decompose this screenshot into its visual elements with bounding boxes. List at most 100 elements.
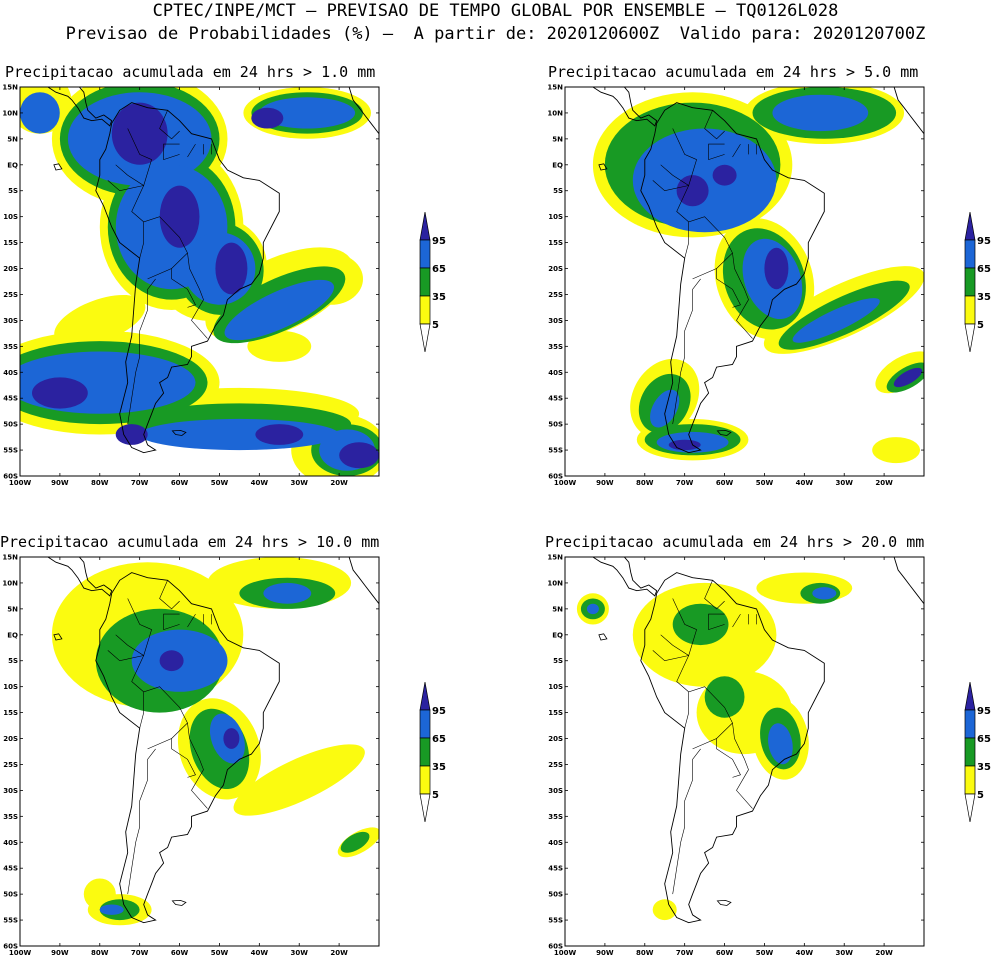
- legend-swatch-35: [964, 267, 976, 297]
- legend-label: 95: [432, 236, 446, 247]
- lat-tick-label: 55S: [548, 917, 563, 925]
- legend-swatch-below: [964, 793, 976, 823]
- coastline: [565, 87, 924, 454]
- lon-tick-label: 30W: [835, 949, 853, 957]
- lat-tick-label: 5S: [8, 187, 18, 195]
- lat-tick-label: 20S: [3, 265, 18, 273]
- lat-tick-label: 50S: [3, 421, 18, 429]
- lon-tick-label: 20W: [875, 949, 893, 957]
- lon-tick-label: 80W: [636, 479, 654, 487]
- lat-tick-label: 15N: [2, 84, 18, 92]
- lat-tick-label: 5S: [8, 657, 18, 665]
- legend-swatch-35: [419, 267, 431, 297]
- lat-tick-label: EQ: [552, 161, 563, 169]
- lat-tick-label: 5N: [7, 605, 18, 613]
- lat-tick-label: 25S: [3, 761, 18, 769]
- lon-tick-label: 40W: [251, 479, 269, 487]
- probability-field: [592, 87, 924, 464]
- lat-tick-label: 30S: [548, 787, 563, 795]
- lat-tick-label: 15S: [3, 709, 18, 717]
- lat-tick-label: 10S: [548, 213, 563, 221]
- lon-tick-label: 90W: [51, 949, 69, 957]
- coastline: [20, 87, 379, 454]
- lon-tick-label: 40W: [251, 949, 269, 957]
- legend-swatch-below: [964, 323, 976, 353]
- legend-swatch-below: [419, 323, 431, 353]
- lat-tick-label: 50S: [548, 421, 563, 429]
- lon-tick-label: 50W: [211, 949, 229, 957]
- lat-tick-label: 45S: [548, 395, 563, 403]
- map-panel-4: 15N 10N 5N EQ 5S 10S 15S 20S 25S 30S 35S 40S 45S 50S 5…: [547, 554, 925, 957]
- legend-3: 95 65 35 5: [419, 681, 446, 823]
- legend-swatch-65: [419, 709, 431, 739]
- legend-swatch-35: [964, 737, 976, 767]
- lon-tick-label: 100W: [9, 949, 32, 957]
- legend-label: 65: [432, 734, 446, 745]
- lat-tick-label: 45S: [3, 395, 18, 403]
- legend-label: 5: [432, 790, 439, 801]
- lon-tick-label: 80W: [636, 949, 654, 957]
- lat-tick-label: 25S: [3, 291, 18, 299]
- lat-tick-label: 10S: [548, 683, 563, 691]
- map-frame: [564, 86, 925, 477]
- legend-label: 35: [432, 762, 446, 773]
- legend-4: 95 65 35 5: [964, 681, 991, 823]
- legend-swatch-95: [964, 211, 976, 241]
- lat-tick-label: 45S: [3, 865, 18, 873]
- lat-tick-label: 5S: [553, 187, 563, 195]
- lat-tick-label: 25S: [548, 291, 563, 299]
- legend-swatch-95: [419, 211, 431, 241]
- legend-label: 5: [432, 320, 439, 331]
- legend-swatch-65: [964, 239, 976, 269]
- lat-tick-label: 50S: [3, 891, 18, 899]
- lat-tick-label: 40S: [548, 369, 563, 377]
- legend-swatch-below: [419, 793, 431, 823]
- lat-tick-label: EQ: [552, 631, 563, 639]
- lon-tick-label: 70W: [676, 479, 694, 487]
- lat-tick-label: 55S: [548, 447, 563, 455]
- lat-tick-label: 10S: [3, 683, 18, 691]
- legend-label: 95: [977, 236, 991, 247]
- legend-label: 35: [432, 292, 446, 303]
- legend-label: 65: [432, 264, 446, 275]
- lat-tick-label: 40S: [3, 839, 18, 847]
- lat-tick-label: 15S: [3, 239, 18, 247]
- legend-label: 5: [977, 320, 984, 331]
- legend-swatch-65: [964, 709, 976, 739]
- lat-tick-label: 40S: [548, 839, 563, 847]
- legend-swatch-35: [419, 737, 431, 767]
- lon-tick-label: 60W: [171, 479, 189, 487]
- lon-tick-label: 20W: [875, 479, 893, 487]
- legend-label: 65: [977, 734, 991, 745]
- map-frame: [19, 86, 380, 477]
- legend-swatch-5: [964, 765, 976, 795]
- lon-tick-label: 90W: [596, 949, 614, 957]
- probability-field: [20, 87, 379, 476]
- header-line-1: CPTEC/INPE/MCT – PREVISAO DE TEMPO GLOBA…: [152, 1, 839, 21]
- lon-tick-label: 60W: [716, 479, 734, 487]
- map-frame: [564, 556, 925, 947]
- lon-tick-label: 30W: [835, 479, 853, 487]
- lon-tick-label: 40W: [796, 479, 814, 487]
- lon-tick-label: 80W: [91, 949, 109, 957]
- lon-tick-label: 70W: [131, 949, 149, 957]
- lon-tick-label: 90W: [51, 479, 69, 487]
- legend-label: 95: [432, 706, 446, 717]
- map-panel-2: 15N 10N 5N EQ 5S 10S 15S 20S 25S 30S 35S 40S 45S 50S 5…: [547, 84, 925, 487]
- lat-tick-label: 20S: [548, 735, 563, 743]
- lon-tick-label: 70W: [131, 479, 149, 487]
- lat-tick-label: 15N: [547, 84, 563, 92]
- lon-tick-label: 100W: [554, 479, 577, 487]
- legend-2: 95 65 35 5: [964, 211, 991, 353]
- lon-tick-label: 70W: [676, 949, 694, 957]
- lon-tick-label: 100W: [554, 949, 577, 957]
- lat-tick-label: EQ: [7, 631, 18, 639]
- lat-tick-label: 35S: [548, 343, 563, 351]
- lon-tick-label: 20W: [330, 479, 348, 487]
- lat-tick-label: 20S: [548, 265, 563, 273]
- lat-tick-label: 25S: [548, 761, 563, 769]
- lat-tick-label: 30S: [3, 787, 18, 795]
- lon-tick-label: 50W: [756, 949, 774, 957]
- lat-tick-label: 35S: [548, 813, 563, 821]
